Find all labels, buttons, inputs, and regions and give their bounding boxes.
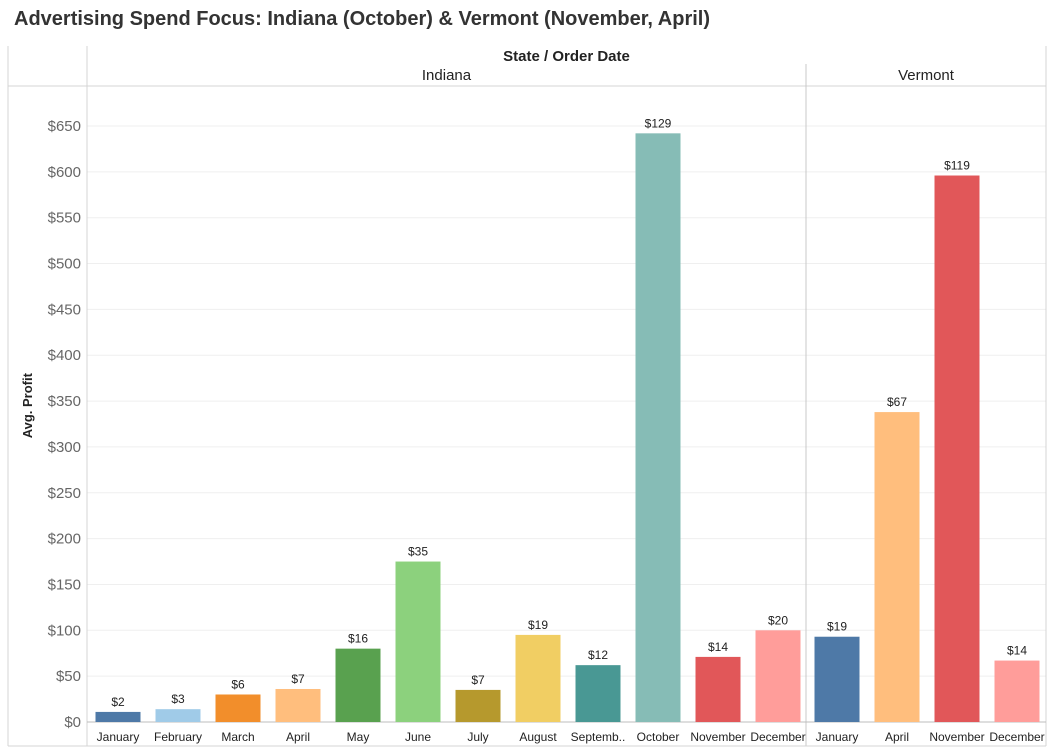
data-label: $14 bbox=[1007, 644, 1027, 658]
x-tick-label: February bbox=[154, 730, 202, 744]
data-label: $19 bbox=[827, 620, 847, 634]
data-label: $19 bbox=[528, 618, 548, 632]
bar[interactable] bbox=[515, 634, 561, 722]
pane-vermont: Vermont $19 January $67 April $119 November $14… bbox=[814, 67, 1045, 744]
data-label: $3 bbox=[171, 692, 185, 706]
bar[interactable] bbox=[934, 175, 980, 722]
x-tick-label: Septemb.. bbox=[571, 730, 626, 744]
bar[interactable] bbox=[275, 688, 321, 722]
bar[interactable] bbox=[695, 656, 741, 722]
data-label: $6 bbox=[231, 677, 245, 691]
pane-label: Vermont bbox=[898, 67, 955, 84]
bar[interactable] bbox=[635, 133, 681, 722]
y-tick-label: $650 bbox=[48, 118, 81, 135]
x-tick-label: January bbox=[816, 730, 859, 744]
x-tick-label: August bbox=[519, 730, 557, 744]
x-tick-label: January bbox=[97, 730, 140, 744]
bar[interactable] bbox=[455, 689, 501, 722]
pane-label: Indiana bbox=[422, 67, 472, 84]
data-label: $14 bbox=[708, 640, 728, 654]
bar[interactable] bbox=[575, 665, 621, 722]
bar[interactable] bbox=[395, 561, 441, 722]
bar[interactable] bbox=[335, 648, 381, 722]
y-tick-label: $150 bbox=[48, 576, 81, 593]
y-axis: $0 $50 $100 $150 $200 $250 $300 $350 $400 $450 $50… bbox=[48, 118, 81, 731]
data-label: $12 bbox=[588, 648, 608, 662]
data-label: $35 bbox=[408, 545, 428, 559]
data-label: $119 bbox=[944, 159, 970, 173]
y-tick-label: $0 bbox=[64, 714, 81, 731]
x-tick-label: November bbox=[929, 730, 984, 744]
data-label: $16 bbox=[348, 632, 368, 646]
x-tick-label: July bbox=[467, 730, 488, 744]
x-tick-label: October bbox=[637, 730, 680, 744]
y-tick-label: $400 bbox=[48, 347, 81, 364]
data-label: $129 bbox=[645, 116, 672, 130]
y-axis-label: Avg. Profit bbox=[20, 372, 35, 438]
data-label: $2 bbox=[111, 695, 125, 709]
x-tick-label: November bbox=[690, 730, 745, 744]
y-tick-label: $100 bbox=[48, 622, 81, 639]
x-tick-label: May bbox=[347, 730, 370, 744]
bar[interactable] bbox=[755, 630, 801, 722]
column-header: State / Order Date bbox=[503, 48, 630, 65]
y-tick-label: $250 bbox=[48, 485, 81, 502]
x-tick-label: June bbox=[405, 730, 431, 744]
chart-title: Advertising Spend Focus: Indiana (Octobe… bbox=[14, 8, 711, 30]
y-tick-label: $450 bbox=[48, 301, 81, 318]
data-label: $20 bbox=[768, 613, 788, 627]
y-tick-label: $200 bbox=[48, 531, 81, 548]
x-tick-label: December bbox=[750, 730, 805, 744]
panes: Indiana $2 January $3 February $6 March $7 April… bbox=[95, 67, 1045, 744]
x-tick-label: April bbox=[286, 730, 310, 744]
y-tick-label: $500 bbox=[48, 256, 81, 273]
data-label: $67 bbox=[887, 395, 907, 409]
bar[interactable] bbox=[155, 709, 201, 722]
y-tick-label: $550 bbox=[48, 210, 81, 227]
data-label: $7 bbox=[291, 672, 305, 686]
bar[interactable] bbox=[95, 711, 141, 722]
y-tick-label: $600 bbox=[48, 164, 81, 181]
bar[interactable] bbox=[814, 636, 860, 722]
data-label: $7 bbox=[471, 673, 485, 687]
x-tick-label: December bbox=[989, 730, 1044, 744]
y-tick-label: $50 bbox=[56, 668, 81, 685]
y-tick-label: $350 bbox=[48, 393, 81, 410]
bar[interactable] bbox=[874, 412, 920, 722]
bar[interactable] bbox=[215, 694, 261, 722]
bar[interactable] bbox=[994, 660, 1040, 722]
pane-indiana: Indiana $2 January $3 February $6 March $7 April… bbox=[95, 67, 806, 744]
x-tick-label: March bbox=[221, 730, 254, 744]
x-tick-label: April bbox=[885, 730, 909, 744]
y-tick-label: $300 bbox=[48, 439, 81, 456]
